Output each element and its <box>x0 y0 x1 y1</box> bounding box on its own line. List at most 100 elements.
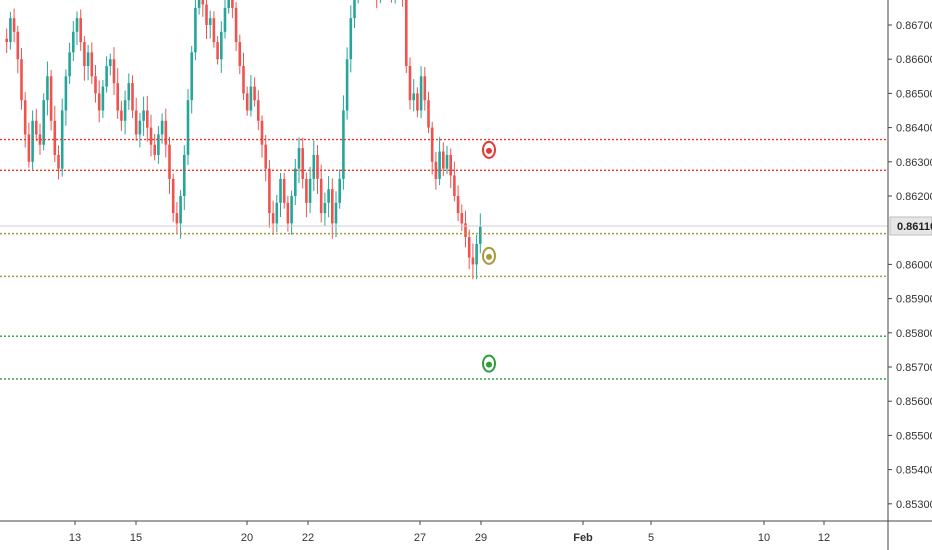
candle-body <box>153 144 156 155</box>
candle-body <box>405 0 408 67</box>
candle-body <box>127 83 131 101</box>
price-tick-label: 0.85500 <box>896 430 932 442</box>
candle-body <box>183 154 186 196</box>
price-tick-label: 0.85300 <box>896 499 932 511</box>
candle-body <box>268 168 271 214</box>
candle-body <box>412 93 415 101</box>
candle-body <box>157 134 160 155</box>
candle-body <box>242 66 245 94</box>
candle-body <box>249 86 253 111</box>
candle-body <box>46 76 49 101</box>
olive-marker-dot <box>486 253 492 260</box>
candle-body <box>12 18 16 32</box>
price-tick-label: 0.86700 <box>896 20 932 32</box>
price-tick-label: 0.86200 <box>896 191 932 203</box>
candle-body <box>434 161 438 179</box>
candle-body <box>112 59 116 84</box>
candle-body <box>101 86 105 111</box>
candle-body <box>105 66 108 87</box>
candle-body <box>94 76 97 94</box>
candle-body <box>294 168 297 196</box>
candle-body <box>123 100 127 121</box>
candle-body <box>319 178 323 214</box>
candle-body <box>220 31 223 60</box>
candle-body <box>345 59 349 111</box>
candle-body <box>194 7 197 53</box>
candle-body <box>131 83 134 111</box>
candle-body <box>275 202 279 224</box>
candle-body <box>297 148 301 169</box>
green-marker-dot <box>486 361 492 368</box>
candle-body <box>190 52 193 101</box>
candle-body <box>245 93 249 111</box>
candle-body <box>305 178 308 203</box>
candle-body <box>257 100 260 121</box>
candle-body <box>90 52 94 77</box>
candle-body <box>438 151 441 179</box>
candle-body <box>31 120 34 162</box>
candle-body <box>223 7 227 32</box>
candle-body <box>445 154 449 169</box>
olive-marker <box>482 246 496 265</box>
candle-body <box>53 120 57 155</box>
time-tick-label: 10 <box>758 532 770 544</box>
red-marker-dot <box>486 147 492 154</box>
candle-body <box>212 18 216 43</box>
candle-body <box>327 189 330 203</box>
candle-body <box>83 42 86 67</box>
candle-body <box>16 31 20 60</box>
candle-body <box>475 243 478 265</box>
candle-body <box>353 0 356 19</box>
candle-body <box>79 18 82 43</box>
candle-body <box>208 18 212 25</box>
price-tick-label: 0.85800 <box>896 328 932 340</box>
candle-body <box>471 257 475 265</box>
candle-body <box>308 178 312 203</box>
candle-body <box>142 110 145 121</box>
candle-body <box>35 120 38 135</box>
candle-body <box>290 196 293 224</box>
last-price-label: 0.86110 <box>897 221 932 233</box>
candle-body <box>164 120 168 145</box>
candle-body <box>234 7 238 43</box>
candle-body <box>416 93 419 111</box>
candle-body <box>49 76 53 121</box>
candle-body <box>120 110 123 121</box>
candle-body <box>64 76 68 111</box>
candle-body <box>205 4 208 26</box>
time-tick-label: 12 <box>818 532 830 544</box>
candle-body <box>301 148 304 179</box>
red-marker <box>482 140 496 159</box>
candle-body <box>427 100 430 128</box>
candle-body <box>408 66 412 101</box>
candle-body <box>201 0 205 5</box>
time-tick-label: 20 <box>241 532 253 544</box>
candle-body <box>442 151 445 169</box>
candle-body <box>175 213 179 224</box>
price-tick-label: 0.86300 <box>896 157 932 169</box>
candle-body <box>160 120 164 135</box>
price-tick-label: 0.86600 <box>896 54 932 66</box>
candle-body <box>467 237 471 258</box>
candle-body <box>349 18 353 60</box>
candle-body <box>72 31 75 53</box>
candle-body <box>419 76 423 111</box>
candle-body <box>179 196 182 224</box>
markers-layer <box>482 140 496 373</box>
candle-body <box>227 0 230 8</box>
price-axis: 0.86700 0.86600 0.86500 0.86400 0.86300 0.862… <box>888 20 932 511</box>
candle-body <box>149 127 153 145</box>
levels-layer <box>0 138 888 380</box>
candle-body <box>338 178 341 203</box>
candle-body <box>264 144 267 169</box>
candle-body <box>68 52 71 77</box>
price-tick-label: 0.85900 <box>896 294 932 306</box>
candle-body <box>331 189 334 224</box>
candle-body <box>271 213 275 224</box>
candle-body <box>27 134 31 162</box>
candle-body <box>279 178 282 203</box>
candle-body <box>97 93 101 111</box>
candle-body <box>109 59 112 67</box>
